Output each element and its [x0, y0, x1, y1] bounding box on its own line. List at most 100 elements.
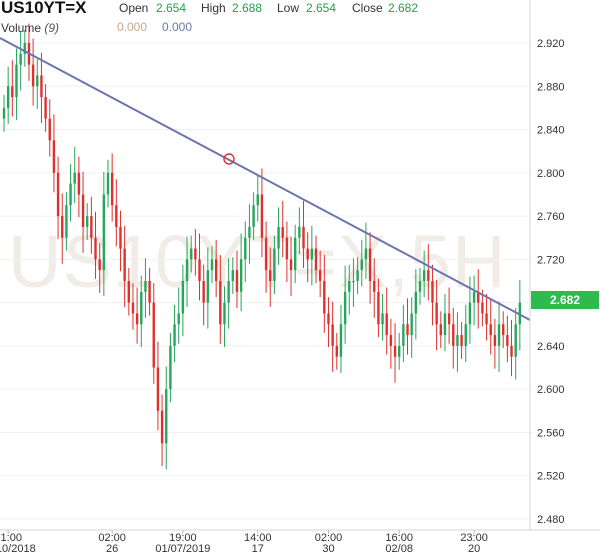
low-value: 2.654: [306, 1, 337, 15]
y-tick-label: 2.800: [537, 168, 565, 180]
candle-body: [219, 281, 222, 325]
candle-body: [364, 248, 368, 260]
candle-body: [40, 75, 43, 98]
candle-body: [140, 291, 143, 325]
candle-body: [356, 270, 359, 281]
y-tick-label: 2.880: [537, 81, 565, 93]
candle-body: [506, 335, 509, 346]
candle-body: [160, 410, 164, 444]
candle-body: [431, 281, 434, 303]
candle-body: [406, 324, 409, 336]
y-tick-label: 2.840: [537, 125, 565, 137]
candle-body: [61, 216, 64, 238]
candle-body: [231, 270, 234, 281]
candle-body: [472, 291, 476, 303]
candle-body: [427, 270, 430, 281]
candle-body: [206, 270, 210, 303]
candle-body: [56, 172, 60, 217]
candle-body: [414, 291, 418, 314]
candle-body: [447, 313, 451, 325]
candle-body: [102, 194, 106, 271]
candle-body: [398, 345, 401, 357]
y-tick-label: 2.520: [537, 471, 565, 483]
candle-body: [422, 270, 426, 281]
candle-body: [248, 226, 251, 238]
candle-body: [318, 270, 322, 281]
candle-body: [306, 248, 309, 260]
candle-body: [6, 86, 10, 108]
candle-body: [368, 248, 372, 281]
candle-body: [281, 226, 284, 238]
candle-body: [86, 216, 89, 227]
candle-body: [477, 291, 480, 303]
candle-body: [123, 248, 126, 281]
volume-period: (9): [44, 21, 60, 35]
candle-body: [115, 205, 118, 227]
volume-value-1: 0.000: [117, 20, 148, 34]
y-tick-label: 2.600: [537, 384, 565, 396]
candle-body: [302, 226, 305, 249]
x-tick-date: 12/10/2018: [0, 543, 36, 555]
y-tick-label: 2.480: [537, 514, 565, 526]
x-tick-time: 19:00: [169, 532, 197, 544]
candle-body: [135, 313, 139, 325]
candles: [2, 23, 522, 470]
candle-body: [169, 345, 172, 390]
volume-indicator[interactable]: Volume (9): [1, 21, 59, 35]
x-tick-date: 20: [468, 543, 480, 555]
candle-body: [90, 216, 93, 238]
candle-body: [385, 313, 388, 336]
candle-body: [190, 248, 193, 260]
candle-body: [381, 313, 384, 325]
candle-body: [323, 281, 326, 314]
close-value: 2.682: [388, 1, 419, 15]
candle-body: [181, 281, 185, 314]
candle-body: [131, 302, 135, 314]
candle-body: [485, 313, 488, 325]
y-tick-label: 2.920: [537, 38, 565, 50]
candle-body: [410, 313, 413, 336]
candle-body: [260, 194, 264, 238]
candle-body: [173, 324, 176, 346]
y-axis: 2.4802.5202.5602.6002.6402.6802.7202.760…: [537, 38, 565, 526]
candle-body: [314, 248, 318, 271]
chart-header: US10YT=X Open 2.654 High 2.688 Low 2.654…: [0, 0, 600, 40]
candle-body: [52, 140, 56, 173]
candle-body: [185, 259, 189, 281]
volume-value-2: 0.000: [162, 20, 193, 34]
candle-body: [23, 43, 26, 54]
candle-body: [443, 313, 447, 336]
open-value: 2.654: [156, 1, 187, 15]
trendline[interactable]: [0, 37, 531, 321]
candle-body: [402, 324, 405, 346]
candle-body: [510, 345, 513, 357]
candle-body: [310, 248, 314, 260]
candle-body: [31, 64, 35, 87]
x-tick-time: 14:00: [244, 532, 272, 544]
y-tick-label: 2.720: [537, 254, 565, 266]
candle-body: [198, 259, 201, 281]
candle-body: [165, 389, 168, 444]
candle-body: [464, 324, 467, 346]
candle-body: [65, 205, 68, 238]
candle-body: [277, 226, 280, 249]
candle-body: [11, 86, 14, 98]
candle-body: [73, 172, 76, 184]
candle-body: [77, 172, 81, 195]
trendline-handle[interactable]: [223, 153, 235, 165]
close-label: Close: [352, 1, 383, 15]
volume-label: Volume: [1, 21, 42, 35]
candle-body: [418, 281, 422, 292]
candle-body: [264, 237, 268, 271]
last-price-badge: 2.682: [531, 291, 599, 309]
candle-body: [348, 281, 351, 292]
x-tick-date: 01/07/2019: [155, 543, 210, 555]
candle-body: [144, 281, 147, 292]
candle-body: [435, 302, 438, 325]
candle-body: [152, 302, 155, 368]
candle-body: [489, 324, 492, 336]
candle-body: [269, 270, 272, 281]
candle-body: [481, 302, 484, 314]
candle-body: [119, 226, 122, 249]
